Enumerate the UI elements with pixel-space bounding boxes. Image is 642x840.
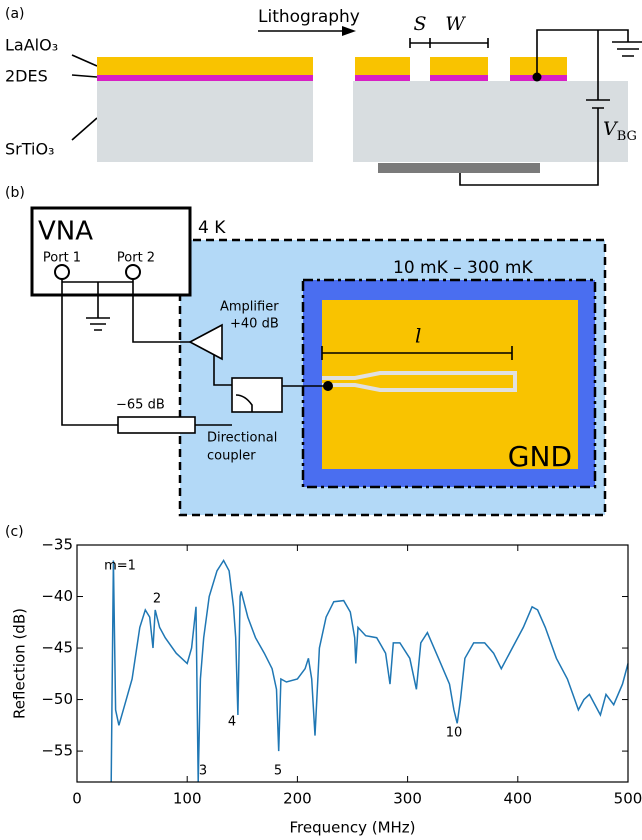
y-tick-label: −40	[41, 587, 73, 605]
gap-label: S	[413, 13, 426, 35]
annotation: m=1	[104, 559, 136, 574]
layer-label: LaAlO₃	[5, 36, 58, 55]
coupler-line	[235, 394, 253, 412]
data-line	[110, 559, 629, 783]
resonator	[322, 371, 517, 392]
ground-label: GND	[508, 440, 572, 473]
leaders	[71, 54, 98, 141]
x-tick-label: 500	[614, 790, 642, 808]
stage-label: 4 K	[198, 218, 226, 238]
process-label: Lithography	[258, 7, 360, 27]
attenuator-label: −65 dB	[116, 398, 165, 413]
gate-wiring	[459, 29, 642, 186]
chart: 0 100 200 300 400 500 −35 −40 −45 −50 −55 Frequency…	[11, 536, 642, 837]
plot-frame	[76, 544, 629, 783]
2des	[97, 75, 313, 81]
port	[125, 264, 141, 280]
layer-label: SrTiO₃	[5, 140, 54, 159]
panel-label: (b)	[5, 185, 25, 201]
panel-label: (a)	[5, 6, 25, 22]
annotation: 5	[274, 764, 282, 779]
wiring	[61, 272, 328, 426]
contact	[532, 72, 542, 82]
y-tick-label: −55	[41, 742, 73, 760]
x-tick-label: 300	[393, 790, 422, 808]
y-tick-label: −35	[41, 536, 73, 554]
layer-label: 2DES	[5, 67, 48, 86]
x-tick-label: 0	[72, 790, 82, 808]
coupler-label: Directional	[207, 431, 277, 446]
arrow-head	[342, 26, 356, 36]
amp-label: Amplifier	[220, 300, 279, 315]
annotation: 2	[153, 592, 161, 607]
annotation: 3	[199, 764, 207, 779]
brackets	[409, 38, 489, 48]
port	[54, 264, 70, 280]
length-bar	[321, 346, 513, 360]
x-tick-label: 100	[173, 790, 202, 808]
panel-label: (c)	[5, 524, 24, 540]
amplifier	[188, 323, 223, 361]
laalo3	[97, 57, 313, 75]
gate	[378, 163, 540, 173]
length-label: l	[415, 324, 421, 348]
vna	[30, 206, 192, 297]
port-label: Port 1	[43, 251, 81, 266]
vna-label: VNA	[38, 217, 93, 247]
port-label: Port 2	[117, 251, 155, 266]
ground-plane	[322, 300, 578, 469]
srtio3	[97, 81, 313, 162]
y-axis-label: Reflection (dB)	[11, 608, 29, 719]
x-tick-label: 200	[283, 790, 312, 808]
stage-label: 10 mK – 300 mK	[393, 258, 533, 278]
annotation: 10	[446, 726, 463, 741]
width-label: W	[445, 13, 466, 35]
voltage-label: VBG	[603, 118, 637, 144]
subscript: BG	[617, 129, 637, 144]
annotation: 4	[228, 715, 236, 730]
symbol: V	[603, 118, 619, 140]
feed-point	[323, 381, 333, 391]
y-tick-label: −50	[41, 690, 73, 708]
x-axis-label: Frequency (MHz)	[289, 819, 415, 837]
coupler-label: coupler	[207, 449, 256, 464]
y-tick-label: −45	[41, 639, 73, 657]
srtio3	[353, 81, 628, 162]
amp-label: +40 dB	[230, 317, 279, 332]
patterned	[355, 57, 567, 81]
attenuator	[117, 416, 196, 434]
x-tick-label: 400	[503, 790, 532, 808]
